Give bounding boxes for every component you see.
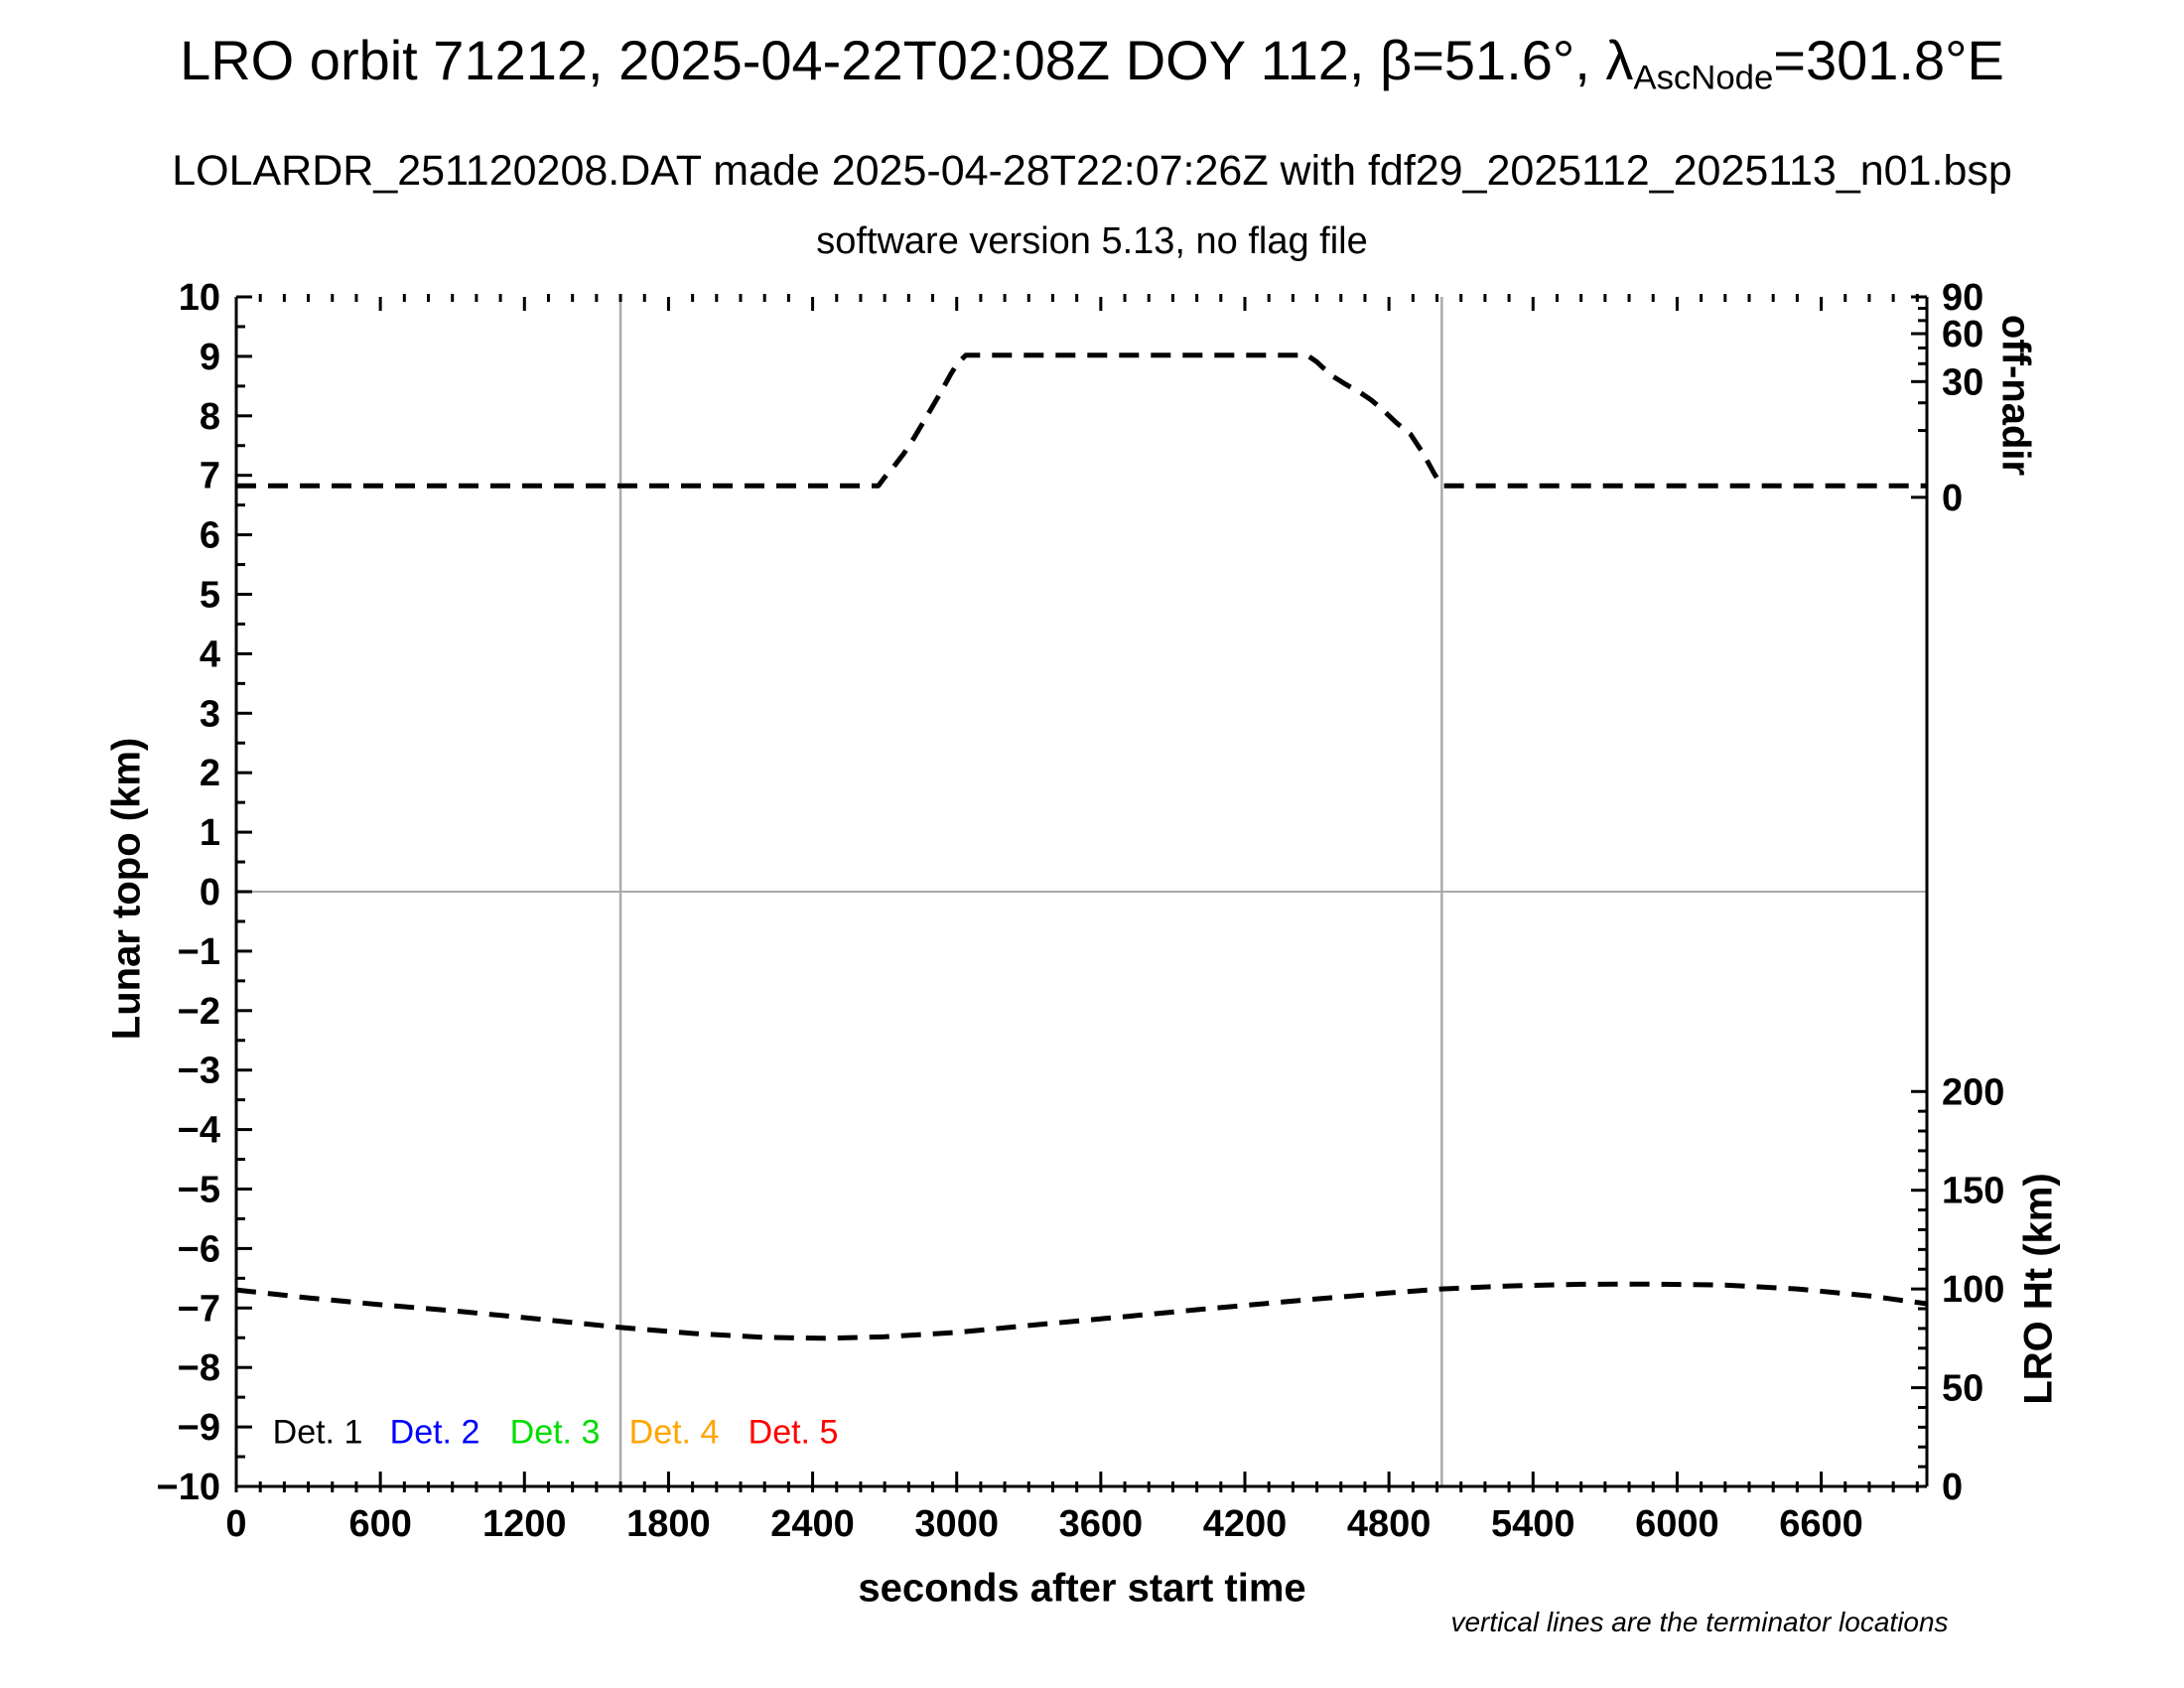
left-tick-label: −6 xyxy=(178,1228,220,1270)
off-nadir-curve xyxy=(236,352,1927,489)
left-tick-label: −9 xyxy=(178,1407,220,1449)
title-prefix: LRO orbit 71212, 2025-04-22T02:08Z DOY 1… xyxy=(180,29,1634,91)
left-tick-label: 1 xyxy=(200,812,220,854)
left-tick-label: 7 xyxy=(200,456,220,497)
lro-height-curve xyxy=(235,1281,1928,1341)
left-tick-label: 5 xyxy=(200,575,220,617)
x-tick-label: 2400 xyxy=(770,1503,855,1545)
lroht-tick-label: 200 xyxy=(1942,1071,2004,1113)
y-axis-label-off-nadir: off-nadir xyxy=(1993,314,2038,477)
left-tick-label: 9 xyxy=(200,337,220,378)
x-tick-label: 6600 xyxy=(1779,1503,1863,1545)
title-subscript: AscNode xyxy=(1633,59,1774,97)
page-title: LRO orbit 71212, 2025-04-22T02:08Z DOY 1… xyxy=(0,28,2184,98)
x-tick-label: 1200 xyxy=(482,1503,567,1545)
x-tick-label: 1800 xyxy=(626,1503,711,1545)
x-tick-label: 5400 xyxy=(1491,1503,1575,1545)
offnadir-tick-label: 0 xyxy=(1942,478,1963,519)
left-tick-label: −5 xyxy=(178,1170,220,1211)
left-tick-label: −3 xyxy=(178,1051,220,1092)
left-tick-label: 10 xyxy=(179,277,220,319)
legend-item-det-2: Det. 2 xyxy=(389,1413,480,1452)
left-tick-label: 4 xyxy=(200,633,220,675)
x-tick-label: 6000 xyxy=(1635,1503,1719,1545)
x-tick-label: 0 xyxy=(225,1503,246,1545)
legend-item-det-4: Det. 4 xyxy=(628,1413,720,1452)
x-tick-label: 4200 xyxy=(1203,1503,1288,1545)
offnadir-tick-label: 30 xyxy=(1942,361,1983,403)
legend-item-det-3: Det. 3 xyxy=(509,1413,601,1452)
offnadir-tick-label: 60 xyxy=(1942,314,1983,355)
lroht-tick-label: 0 xyxy=(1942,1467,1963,1508)
left-tick-label: 8 xyxy=(200,396,220,438)
left-tick-label: −8 xyxy=(178,1347,220,1389)
left-tick-label: 6 xyxy=(200,515,220,557)
lroht-tick-label: 150 xyxy=(1942,1171,2004,1212)
legend-item-det-1: Det. 1 xyxy=(272,1413,363,1452)
left-tick-label: 0 xyxy=(200,872,220,914)
title-suffix: =301.8°E xyxy=(1773,29,2004,91)
left-tick-label: −10 xyxy=(157,1467,220,1508)
x-tick-label: 600 xyxy=(348,1503,411,1545)
left-tick-label: 2 xyxy=(200,753,220,794)
lroht-tick-label: 100 xyxy=(1942,1269,2004,1311)
left-tick-label: 3 xyxy=(200,693,220,735)
left-tick-label: −1 xyxy=(178,931,220,973)
left-tick-label: −2 xyxy=(178,991,220,1033)
x-axis-label: seconds after start time xyxy=(858,1566,1306,1611)
x-tick-label: 4800 xyxy=(1347,1503,1432,1545)
offnadir-tick-label: 90 xyxy=(1942,277,1983,319)
y-axis-label-lro-ht: LRO Ht (km) xyxy=(2016,1173,2061,1405)
software-version-line: software version 5.13, no flag file xyxy=(816,220,1368,262)
x-tick-label: 3000 xyxy=(914,1503,999,1545)
legend-item-det-5: Det. 5 xyxy=(748,1413,839,1452)
y-axis-label-lunar-topo: Lunar topo (km) xyxy=(104,737,149,1041)
lroht-tick-label: 50 xyxy=(1942,1368,1983,1410)
left-tick-label: −7 xyxy=(178,1288,220,1330)
x-tick-label: 3600 xyxy=(1059,1503,1144,1545)
subtitle-filename: LOLARDR_251120208.DAT made 2025-04-28T22… xyxy=(172,147,2012,195)
terminator-footnote: vertical lines are the terminator locati… xyxy=(1450,1607,1949,1637)
left-tick-label: −4 xyxy=(178,1110,220,1152)
